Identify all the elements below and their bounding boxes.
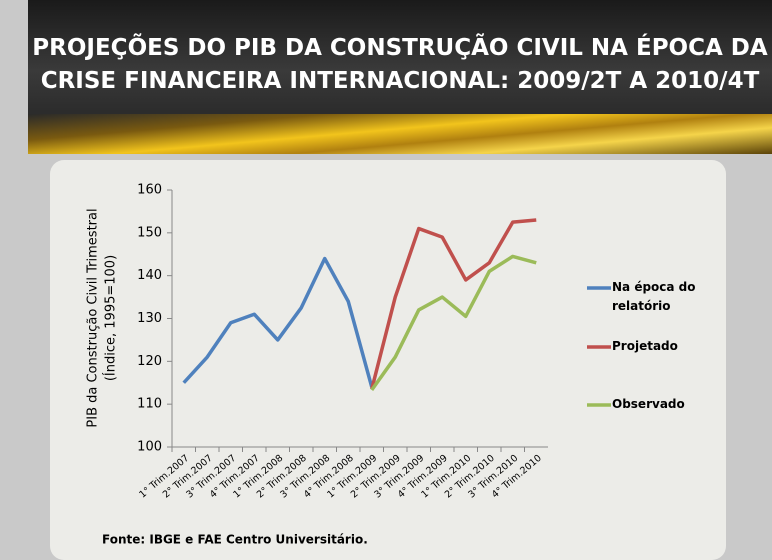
header: PROJEÇÕES DO PIB DA CONSTRUÇÃO CIVIL NA … bbox=[28, 0, 772, 118]
y-tick-label: 130 bbox=[137, 311, 162, 326]
legend-label: Projetado bbox=[612, 339, 678, 353]
y-tick-label: 160 bbox=[137, 183, 162, 198]
title: PROJEÇÕES DO PIB DA CONSTRUÇÃO CIVIL NA … bbox=[28, 32, 772, 98]
line-series bbox=[182, 256, 374, 388]
y-tick-label: 150 bbox=[137, 225, 162, 240]
header-band bbox=[28, 114, 772, 154]
y-axis-title: (Índice, 1995=100) bbox=[103, 255, 119, 381]
y-tick-label: 140 bbox=[137, 268, 162, 283]
line-series bbox=[370, 218, 537, 390]
title-line: CRISE FINANCEIRA INTERNACIONAL: 2009/2T … bbox=[40, 68, 760, 94]
y-tick-label: 110 bbox=[137, 397, 162, 412]
y-tick-label: 100 bbox=[137, 440, 162, 455]
legend-label: Observado bbox=[612, 397, 685, 411]
y-axis-title: PIB da Construção Civil Trimestral bbox=[86, 208, 101, 427]
source: Fonte: IBGE e FAE Centro Universitário. bbox=[102, 533, 368, 547]
title-line: PROJEÇÕES DO PIB DA CONSTRUÇÃO CIVIL NA … bbox=[32, 35, 768, 61]
legend-label: Na época do relatório bbox=[612, 280, 696, 313]
line-series bbox=[370, 254, 537, 392]
chart-panel bbox=[50, 160, 726, 560]
y-tick-label: 120 bbox=[137, 354, 162, 369]
